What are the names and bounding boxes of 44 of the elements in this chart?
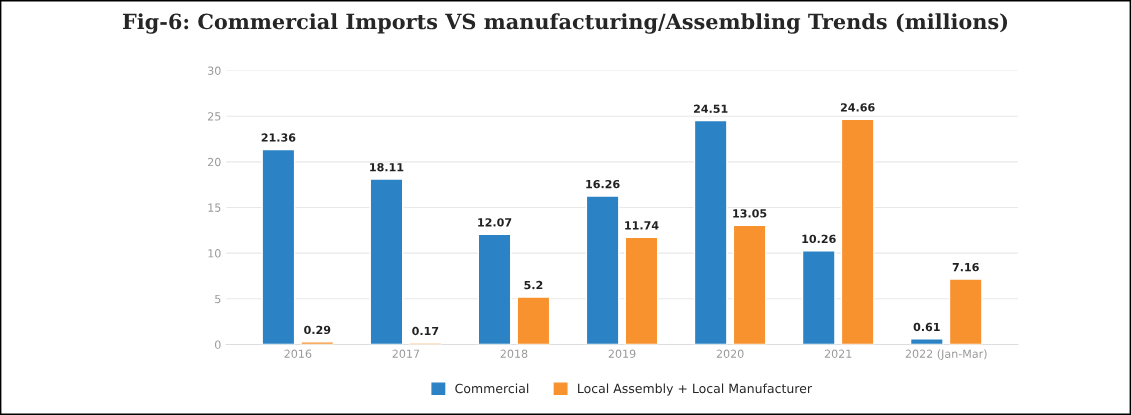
legend-label: Local Assembly + Local Manufacturer (578, 383, 812, 396)
y-tick-label: 5 (215, 294, 221, 304)
data-label: 13.05 (733, 209, 767, 218)
bar (477, 233, 512, 345)
data-label: 10.26 (802, 234, 836, 244)
data-label: 24.51 (693, 104, 728, 113)
x-tick-label: 2021 (824, 349, 852, 358)
bar (840, 118, 875, 345)
data-label: 0.61 (913, 322, 940, 332)
bar (261, 148, 296, 345)
data-label: 7.16 (952, 262, 979, 272)
bar (948, 278, 983, 345)
bar (516, 296, 551, 345)
data-label: 0.29 (304, 325, 331, 335)
y-tick-label: 15 (208, 203, 221, 212)
data-label: 24.66 (840, 103, 875, 112)
bar (801, 250, 836, 345)
x-tick-label: 2020 (716, 349, 744, 358)
bar (909, 338, 944, 345)
x-tick-label: 2018 (500, 349, 528, 358)
data-label: 5.2 (524, 280, 543, 290)
chart-title: Fig-6: Commercial Imports VS manufacturing/Assembling Trends (millions) (122, 13, 1008, 34)
legend-label: Commercial (455, 383, 529, 394)
y-tick-label: 30 (208, 66, 221, 75)
data-label: 12.07 (478, 218, 512, 227)
y-tick-label: 20 (208, 157, 221, 167)
x-tick-label: 2016 (284, 349, 312, 358)
bar (732, 224, 767, 345)
x-tick-label: 2022 (Jan-Mar) (905, 349, 987, 360)
data-label: 21.36 (261, 133, 296, 142)
y-tick-label: 10 (208, 249, 221, 258)
bar (300, 341, 335, 345)
bar (693, 119, 728, 345)
data-label: 11.74 (625, 221, 659, 230)
y-tick-label: 0 (215, 340, 221, 349)
x-tick-label: 2019 (608, 349, 636, 358)
data-label: 18.11 (370, 162, 404, 172)
data-label: 16.26 (586, 179, 620, 189)
y-tick-label: 25 (208, 112, 221, 121)
data-label: 0.17 (412, 326, 439, 336)
x-tick-label: 2017 (392, 349, 420, 358)
bar (585, 195, 620, 345)
bar (369, 178, 404, 345)
bar (624, 236, 659, 345)
